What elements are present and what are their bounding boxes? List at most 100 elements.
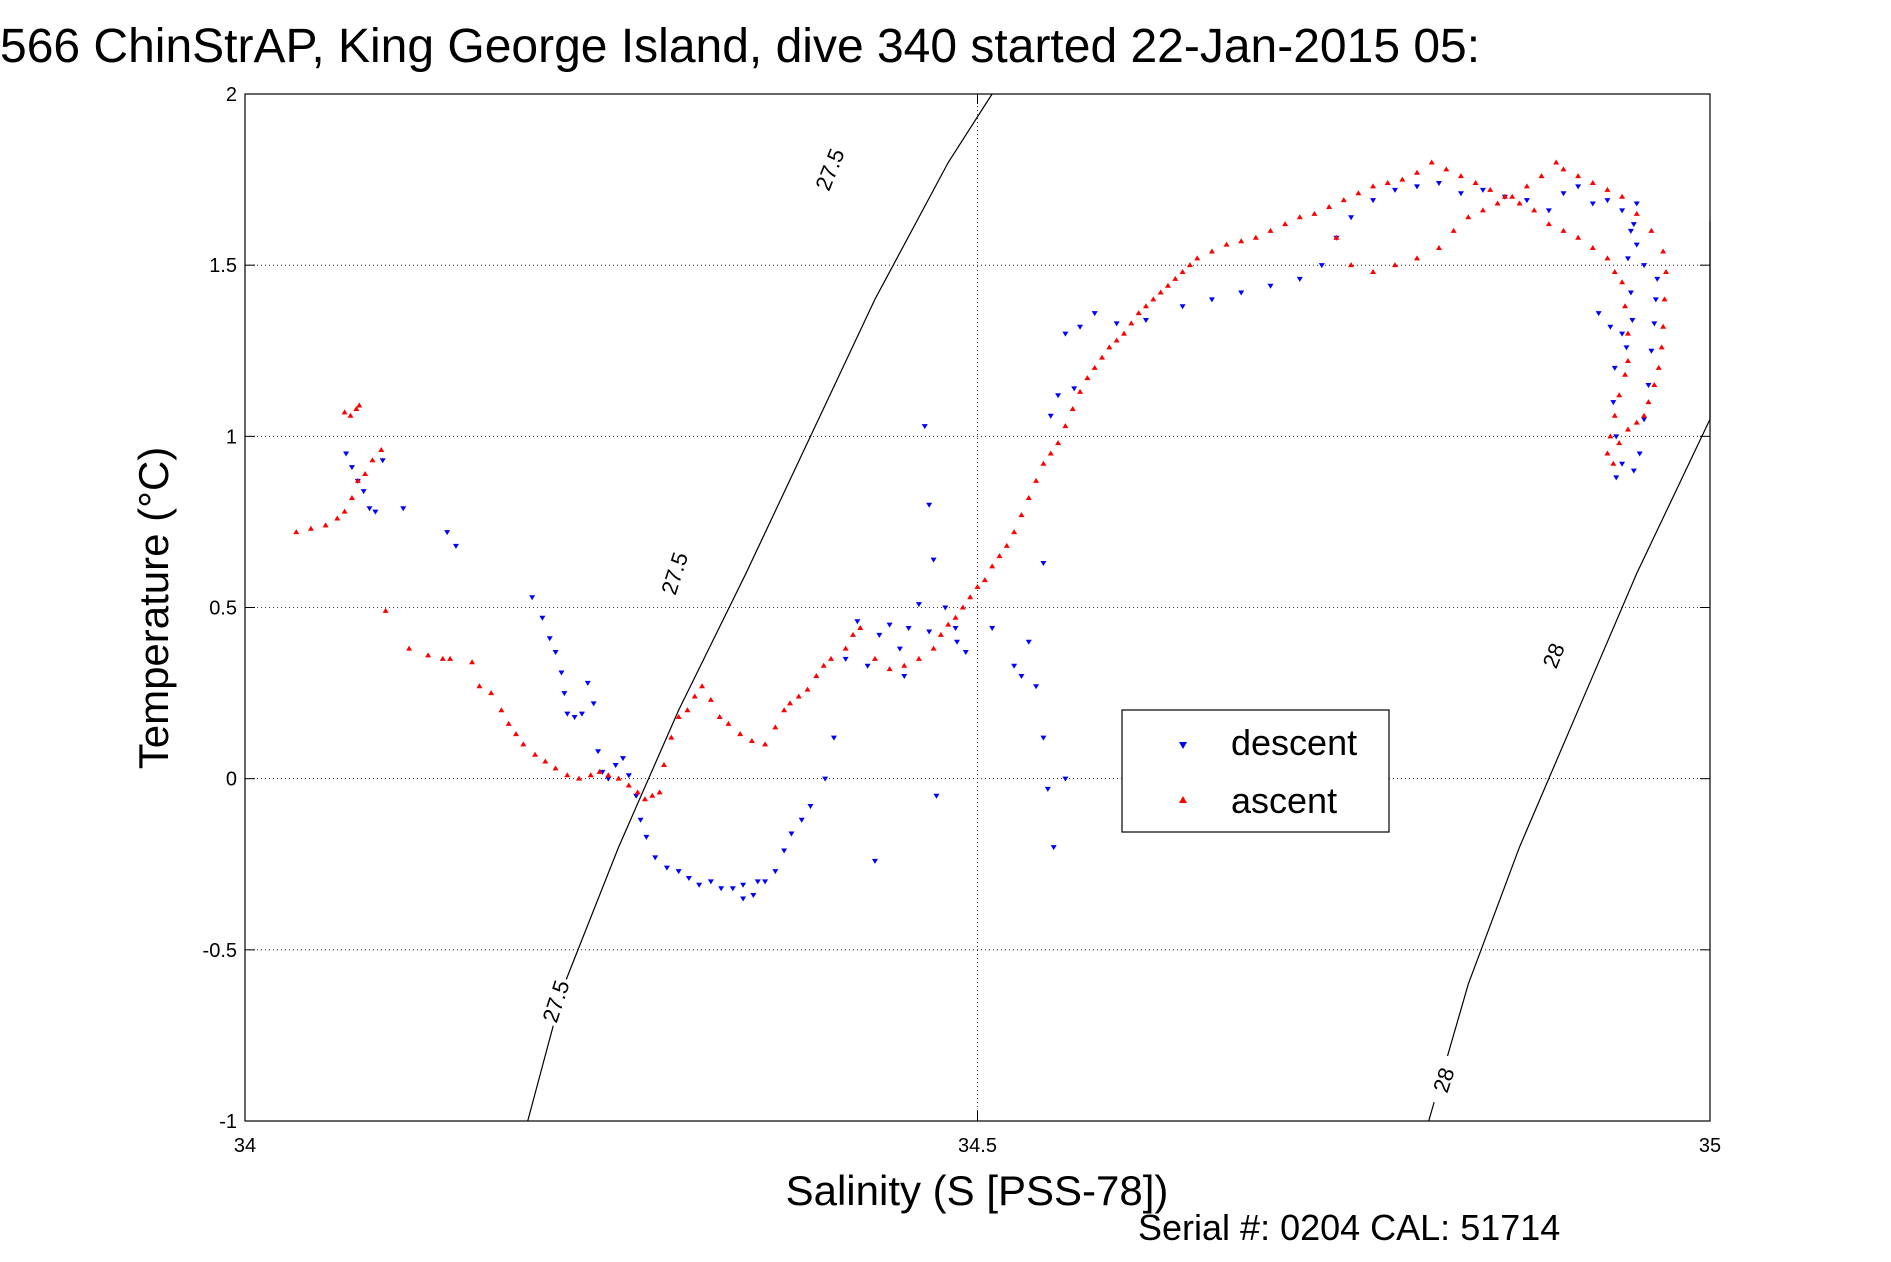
ascent-point [1428, 159, 1435, 165]
descent-point [366, 506, 373, 512]
ascent-point [748, 738, 755, 744]
ascent-point [668, 734, 675, 740]
legend-box [1121, 709, 1390, 833]
descent-point [930, 557, 937, 563]
y-tick-label: 2 [226, 84, 237, 106]
ascent-point [322, 522, 329, 528]
ascent-point [786, 700, 793, 706]
ascent-point [347, 412, 354, 418]
descent-point [633, 793, 640, 799]
descent-point [718, 886, 725, 892]
descent-point [905, 626, 912, 632]
ascent-point [967, 594, 974, 600]
descent-point [1575, 184, 1582, 190]
descent-point [558, 670, 565, 676]
ascent-point [1624, 358, 1631, 364]
descent-point [637, 817, 644, 823]
ascent-point [1624, 330, 1631, 336]
legend: descent ascent [1121, 709, 1390, 833]
descent-point [864, 663, 871, 669]
descent-point [842, 656, 849, 662]
ascent-point [842, 645, 849, 651]
ascent-point [1252, 234, 1259, 240]
descent-point [876, 632, 883, 638]
descent-point [1179, 304, 1186, 310]
ascent-point [1157, 289, 1164, 295]
ascent-point [1661, 296, 1668, 302]
descent-point [953, 639, 960, 645]
ascent-point [1660, 248, 1667, 254]
ascent-point [1607, 433, 1614, 439]
descent-point [854, 619, 861, 625]
ascent-point [1186, 262, 1193, 268]
chart-title: 566 ChinStrAP, King George Island, dive … [0, 20, 1480, 73]
descent-point [1435, 181, 1442, 187]
descent-point [1648, 348, 1655, 354]
ascent-point [1084, 375, 1091, 381]
ascent-point [930, 645, 937, 651]
descent-point [1629, 317, 1636, 323]
descent-point [1348, 215, 1355, 221]
y-tick-label: -0.5 [203, 940, 237, 962]
descent-point [1624, 256, 1631, 262]
ascent-point [1077, 388, 1084, 394]
descent-point [452, 543, 459, 549]
ascent-point [1121, 330, 1127, 336]
ascent-point [795, 693, 802, 699]
descent-point [595, 749, 602, 755]
ascent-point [945, 621, 952, 627]
ascent-point [1267, 227, 1274, 233]
ascent-point [1311, 210, 1318, 216]
ascent-point [1194, 255, 1201, 261]
descent-point [1627, 228, 1634, 234]
descent-point [1011, 663, 1018, 669]
ascent-point [1465, 214, 1472, 220]
ascent-point [1040, 460, 1047, 466]
ascent-point [937, 631, 944, 637]
ascent-point [1575, 173, 1582, 179]
descent-point [750, 893, 757, 899]
descent-point [1604, 198, 1611, 204]
descent-point [1523, 198, 1530, 204]
descent-point [962, 650, 969, 656]
ascent-point [1355, 190, 1362, 196]
descent-point [1645, 382, 1652, 388]
descent-point [1627, 290, 1634, 296]
descent-point [1610, 400, 1617, 406]
descent-point [1113, 321, 1120, 327]
ascent-point [356, 402, 363, 408]
descent-point [1370, 198, 1377, 204]
ascent-point [820, 662, 827, 668]
descent-point [1018, 673, 1025, 679]
descent-point [1040, 735, 1047, 741]
ascent-point [1370, 183, 1377, 189]
descent-point [1633, 201, 1640, 207]
ascent-point [307, 525, 314, 531]
ascent-point [915, 655, 922, 661]
ascent-point [1509, 193, 1516, 199]
ascent-point [520, 741, 527, 747]
descent-point [1091, 311, 1098, 317]
descent-point [1077, 324, 1084, 330]
y-tick-label: 1.5 [209, 255, 237, 277]
descent-point [539, 615, 546, 621]
descent-point [1267, 283, 1274, 289]
ascent-point [1589, 180, 1596, 186]
descent-point [788, 831, 795, 837]
serial-cal-footer: Serial #: 0204 CAL: 51714 [1138, 1207, 1560, 1248]
descent-point [1062, 331, 1069, 337]
ascent-point [649, 792, 656, 798]
ascent-point [1340, 197, 1347, 203]
ascent-point [716, 714, 723, 720]
ascent-point [1619, 279, 1626, 285]
descent-point [1630, 222, 1637, 228]
descent-point [546, 636, 553, 642]
descent-point [871, 858, 878, 864]
ascent-point [1457, 173, 1464, 179]
ascent-point [1450, 227, 1457, 233]
descent-point [1651, 321, 1658, 327]
ascent-point [1370, 269, 1377, 275]
ascent-point [1622, 303, 1629, 309]
descent-point [1392, 187, 1399, 193]
descent-point [762, 879, 769, 885]
